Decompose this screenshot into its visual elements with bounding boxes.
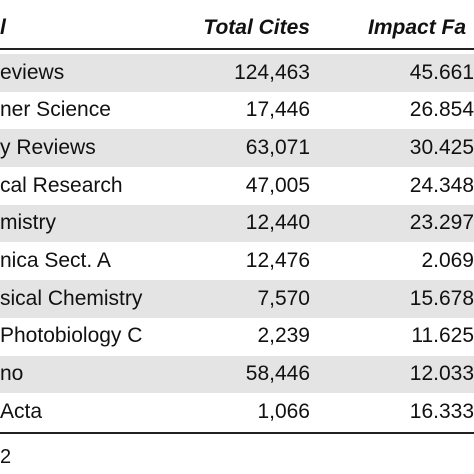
name-cell: Photobiology C [0,324,143,348]
total-cites-cell: 7,570 [257,286,310,310]
header-impact-factor-cell: Impact Fa [368,16,467,39]
name-cell: y Reviews [0,135,96,159]
row-background [0,54,474,92]
total-cites-cell: 63,071 [245,135,310,159]
total-cites-cell: 12,476 [245,249,310,272]
total-cites-cell: 58,446 [245,362,310,386]
header-name-cell: l [0,16,6,39]
bottom-rule [0,432,474,434]
impact-factor-cell: 30.425 [409,135,474,159]
impact-factor-cell: 2.069 [421,249,474,272]
total-cites-cell: 17,446 [245,98,310,122]
name-cell: cal Research [0,173,123,197]
name-cell: eviews [0,60,65,84]
total-cites-cell: 12,440 [245,211,310,235]
name-cell: sical Chemistry [0,286,143,310]
impact-factor-cell: 12.033 [409,362,474,386]
impact-factor-cell: 16.333 [409,399,474,423]
row-background [0,355,474,394]
total-cites-cell: 47,005 [245,173,310,197]
impact-factor-cell: 11.625 [411,324,474,348]
name-cell: nica Sect. A [0,249,111,272]
total-cites-cell: 2,239 [257,324,310,348]
total-cites-cell: 1,066 [257,399,310,423]
impact-factor-cell: 45.661 [409,60,474,84]
impact-factor-cell: 26.854 [409,98,474,122]
total-cites-cell: 124,463 [234,60,310,84]
row-background [0,204,474,243]
impact-factor-cell: 24.348 [409,173,474,197]
impact-factor-cell: 15.678 [409,286,474,310]
header-rule [0,48,474,50]
impact-factor-cell: 23.297 [409,211,474,235]
row-background [0,129,474,168]
row-background [0,280,474,318]
footnote: 2 [0,446,12,468]
name-cell: ner Science [0,98,111,122]
name-cell: Acta [0,399,43,423]
header-total-cites-cell: Total Cites [203,16,310,39]
name-cell: no [0,362,24,386]
name-cell: mistry [0,211,56,235]
